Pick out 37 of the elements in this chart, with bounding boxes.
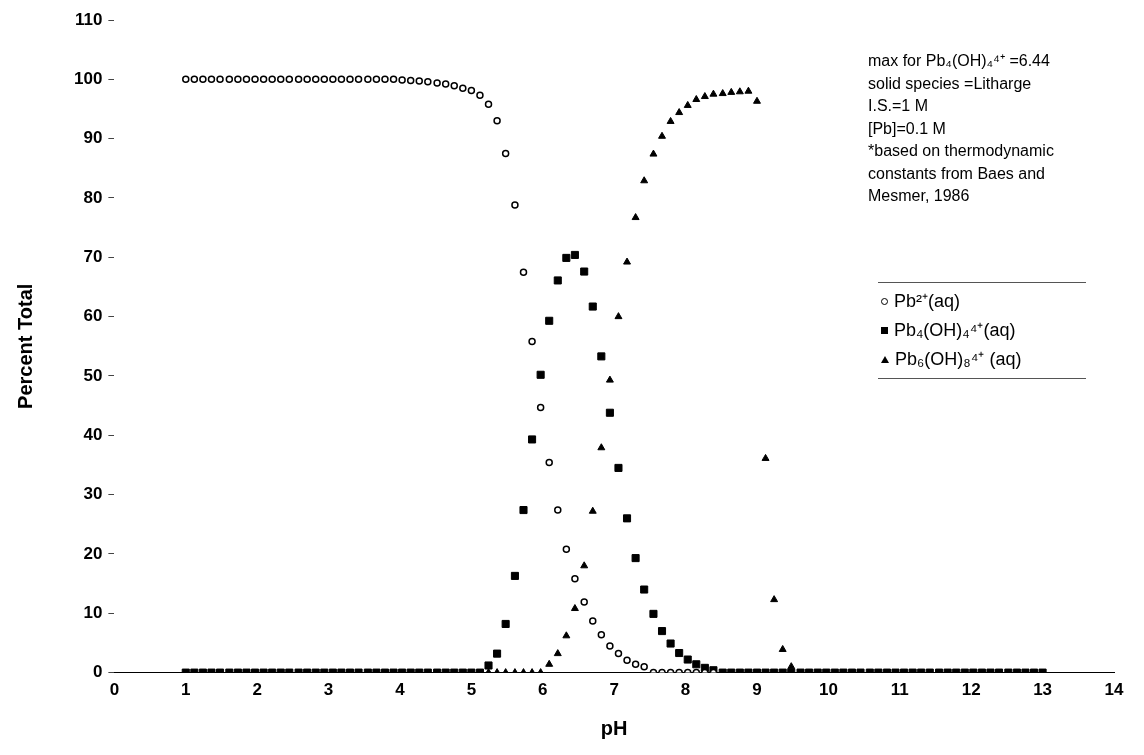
x-tick-label: 5	[466, 680, 477, 700]
annotation: solid species =Litharge	[868, 73, 1033, 94]
annotation: I.S.=1 M	[868, 96, 930, 116]
x-tick-label: 6	[538, 680, 548, 700]
x-tick-label: 3	[323, 680, 334, 700]
legend-label: Pb²⁺(aq)	[894, 290, 961, 313]
y-tick-label: 110	[74, 9, 103, 29]
x-tick-label: 10	[818, 680, 838, 700]
x-tick-label: 12	[961, 680, 981, 700]
x-axis-title: pH	[600, 716, 628, 739]
x-tick-label: 1	[181, 680, 191, 700]
x-tick-label: 4	[395, 680, 406, 700]
x-tick-label: 8	[680, 680, 691, 700]
y-tick-label: 50	[83, 365, 103, 385]
x-tick-label: 11	[890, 680, 909, 700]
y-tick-label: 30	[83, 484, 103, 504]
y-tick-label: 90	[83, 128, 103, 148]
x-tick-label: 0	[109, 680, 120, 700]
y-axis-title: Percent Total	[13, 283, 36, 409]
y-tick-label: 0	[92, 662, 103, 682]
x-tick-label: 7	[609, 680, 619, 700]
y-tick-label: 60	[83, 306, 103, 326]
x-tick-label: 14	[1104, 680, 1124, 700]
x-tick-label: 13	[1033, 680, 1053, 700]
annotation: max for Pb₄(OH)₄⁴⁺ =6.44	[868, 51, 1051, 71]
annotation: *based on thermodynamic constants from Baes and Mesmer, 1986	[868, 141, 1055, 206]
y-tick-label: 70	[83, 247, 103, 266]
legend-label: Pb₄(OH)₄⁴⁺(aq)	[894, 319, 1016, 342]
y-tick-label: 80	[83, 187, 103, 207]
y-tick-label: 20	[83, 543, 103, 563]
y-tick-label: 10	[83, 602, 103, 622]
annotation: [Pb]=0.1 M	[868, 118, 947, 139]
legend-label: Pb₆(OH)₈⁴⁺ (aq)	[895, 348, 1022, 371]
y-tick-label: 40	[83, 424, 103, 444]
y-tick-label: 100	[73, 69, 103, 89]
x-tick-label: 2	[252, 680, 262, 700]
x-tick-label: 9	[752, 680, 762, 700]
